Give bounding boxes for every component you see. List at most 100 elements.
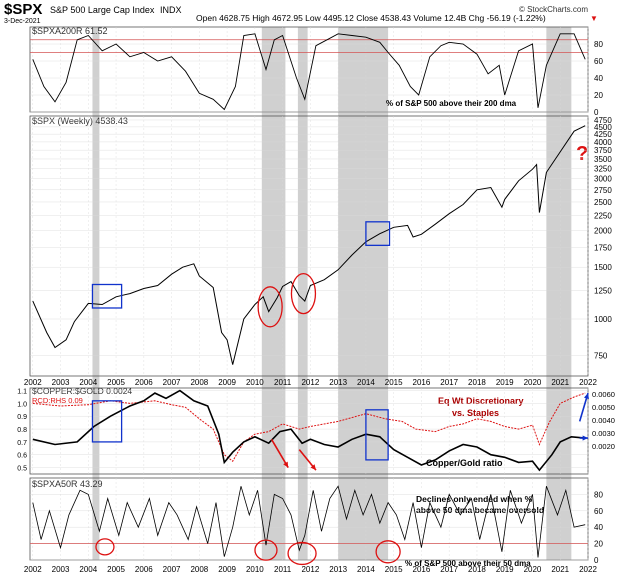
panel3-label-discretionary: Eq Wt Discretionary: [438, 396, 524, 406]
xtick-bottom-2014: 2014: [357, 565, 375, 574]
panel2-ytick-4750: 4750: [594, 116, 612, 125]
xtick-bottom-2011: 2011: [274, 565, 292, 574]
panel2-ytick-3500: 3500: [594, 155, 612, 164]
panel4-callout-line2: above 50 dma became oversold: [416, 505, 544, 515]
oversold-circle-2004: [95, 538, 115, 556]
xtick-bottom-2006: 2006: [135, 565, 153, 574]
panel4-ytick-80: 80: [594, 490, 603, 499]
panel2-ytick-3250: 3250: [594, 164, 612, 173]
panel2-ytick-4000: 4000: [594, 138, 612, 147]
xtick-bottom-2013: 2013: [329, 565, 347, 574]
panel3-ytick-right-0.0020: 0.0020: [592, 442, 615, 451]
arrow-decline-2010-head: [283, 461, 289, 468]
header-symbol: $SPX: [4, 1, 42, 18]
oversold-circle-2010: [254, 539, 278, 561]
xtick-top-2015: 2015: [385, 378, 403, 387]
spx-circle-2011: [290, 272, 317, 315]
xtick-bottom-2021: 2021: [551, 565, 569, 574]
panel2-ytick-1500: 1500: [594, 263, 612, 272]
shade-region-4: [546, 27, 572, 560]
panel3-ytick-left-0.7: 0.7: [17, 440, 27, 447]
xtick-bottom-2017: 2017: [440, 565, 458, 574]
xtick-top-2009: 2009: [218, 378, 236, 387]
panel4-ytick-20: 20: [594, 540, 603, 549]
panel1-title: $SPXA200R 61.52: [32, 26, 108, 36]
xtick-top-2014: 2014: [357, 378, 375, 387]
panel3-ytick-left-1.0: 1.0: [17, 401, 27, 408]
panel3-ytick-left-0.5: 0.5: [17, 466, 27, 473]
xtick-top-2006: 2006: [135, 378, 153, 387]
header-name: S&P 500 Large Cap Index: [50, 5, 155, 15]
panel2-ytick-2750: 2750: [594, 186, 612, 195]
panel2-question-mark: ?: [576, 143, 588, 165]
arrow-discretionary-up-head: [583, 393, 589, 400]
xtick-bottom-2015: 2015: [385, 565, 403, 574]
xtick-bottom-2005: 2005: [107, 565, 125, 574]
xtick-bottom-2016: 2016: [413, 565, 431, 574]
panel2-ytick-3750: 3750: [594, 146, 612, 155]
annotation-marks: [91, 221, 589, 566]
arrow-decline-2011-head: [310, 464, 316, 471]
panel1-annotation: % of S&P 500 above their 200 dma: [386, 99, 517, 108]
panel3-ytick-left-0.6: 0.6: [17, 453, 27, 460]
xtick-top-2004: 2004: [79, 378, 97, 387]
xtick-top-2019: 2019: [496, 378, 514, 387]
panel-spx-weekly: $SPX (Weekly) 4538.43 ? 750 1000 1250 1500 1…: [30, 116, 612, 365]
xtick-top-2002: 2002: [24, 378, 42, 387]
panel2-ytick-1250: 1250: [594, 286, 612, 295]
panel2-ytick-4250: 4250: [594, 130, 612, 139]
panel1-ytick-80: 80: [594, 40, 603, 49]
copper-gold-box-2014: [365, 409, 389, 461]
xtick-bottom-2003: 2003: [52, 565, 70, 574]
panel2-ytick-2000: 2000: [594, 226, 612, 235]
panel3-title: $COPPER:$GOLD 0.0024: [32, 386, 132, 396]
panel-copper-gold: $COPPER:$GOLD 0.0024 RCD:RHS 0.09 Eq Wt …: [17, 386, 615, 473]
xtick-top-2022: 2022: [579, 378, 597, 387]
spx-circle-2010: [257, 286, 283, 328]
panel3-series-discretionary: [32, 392, 586, 462]
xtick-top-2016: 2016: [413, 378, 431, 387]
panel2-ytick-3000: 3000: [594, 175, 612, 184]
xtick-bottom-2007: 2007: [163, 565, 181, 574]
xtick-top-2011: 2011: [274, 378, 292, 387]
panel-frame-3: [29, 387, 589, 475]
xtick-top-2012: 2012: [301, 378, 319, 387]
arrow-copper-gold-flat-head: [582, 435, 588, 441]
panel3-subtitle: RCD:RHS 0.09: [32, 396, 83, 405]
header-quote: Open 4628.75 High 4672.95 Low 4495.12 Cl…: [196, 13, 546, 23]
xtick-top-2018: 2018: [468, 378, 486, 387]
xtick-bottom-2022: 2022: [579, 565, 597, 574]
header-exchange: INDX: [160, 5, 182, 15]
copper-gold-box-2004: [91, 400, 123, 443]
xtick-top-2013: 2013: [329, 378, 347, 387]
shade-region-1: [261, 27, 286, 560]
panel2-ytick-750: 750: [594, 352, 608, 361]
xtick-top-2005: 2005: [107, 378, 125, 387]
panel4-series-line: [32, 485, 586, 558]
panel-breadth-200: $SPXA200R 61.52 % of S&P 500 above their…: [30, 26, 603, 117]
panel1-ytick-60: 60: [594, 57, 603, 66]
xtick-bottom-2004: 2004: [79, 565, 97, 574]
xtick-bottom-2018: 2018: [468, 565, 486, 574]
panel4-annotation: % of S&P 500 above their 50 dma: [405, 559, 531, 568]
panel2-ytick-2250: 2250: [594, 211, 612, 220]
arrow-decline-2010-shaft: [270, 438, 289, 468]
x-axis-year-labels: 2002 2002 2003 2003 2004 2004 2005 2005 2006 2006…: [24, 378, 598, 574]
panel2-ytick-2500: 2500: [594, 198, 612, 207]
panel1-ytick-20: 20: [594, 91, 603, 100]
shade-region-3: [338, 27, 389, 560]
xtick-bottom-2019: 2019: [496, 565, 514, 574]
xtick-bottom-2009: 2009: [218, 565, 236, 574]
panel-frame-2: [29, 115, 589, 377]
panel4-ytick-40: 40: [594, 523, 603, 532]
xtick-top-2008: 2008: [190, 378, 208, 387]
xtick-top-2017: 2017: [440, 378, 458, 387]
panel-breadth-50: $SPXA50R 43.29 Declines only ended when …: [30, 479, 603, 568]
panel2-ytick-4500: 4500: [594, 123, 612, 132]
panel1-series-line: [32, 33, 586, 111]
shade-region-2: [297, 27, 308, 560]
shade-region-0: [92, 27, 100, 560]
oversold-circle-2011: [287, 541, 317, 566]
header-date: 3-Dec-2021: [4, 18, 41, 25]
